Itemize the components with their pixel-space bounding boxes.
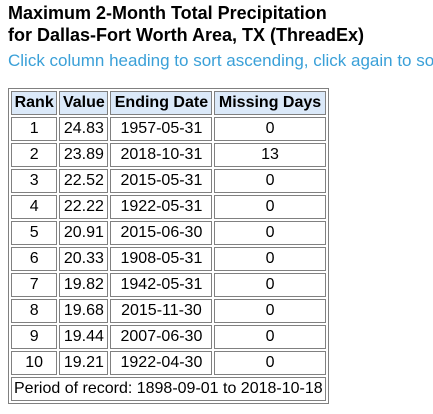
table-header-row: Rank Value Ending Date Missing Days xyxy=(11,91,326,115)
sort-hint: Click column heading to sort ascending, … xyxy=(8,51,433,70)
rank-cell: 2 xyxy=(11,143,58,167)
missing-days-cell: 0 xyxy=(214,221,326,245)
missing-days-cell: 0 xyxy=(214,325,326,349)
rank-cell: 5 xyxy=(11,221,58,245)
rank-cell: 4 xyxy=(11,195,58,219)
column-header-value[interactable]: Value xyxy=(59,91,109,115)
missing-days-cell: 0 xyxy=(214,247,326,271)
missing-days-cell: 0 xyxy=(214,195,326,219)
missing-days-cell: 0 xyxy=(214,351,326,375)
rank-cell: 6 xyxy=(11,247,58,271)
value-cell: 19.44 xyxy=(59,325,109,349)
period-of-record: Period of record: 1898-09-01 to 2018-10-… xyxy=(11,377,326,401)
table-row: 5 20.91 2015-06-30 0 xyxy=(11,221,326,245)
ending-date-cell: 2007-06-30 xyxy=(110,325,213,349)
value-cell: 23.89 xyxy=(59,143,109,167)
table-row: 3 22.52 2015-05-31 0 xyxy=(11,169,326,193)
missing-days-cell: 0 xyxy=(214,273,326,297)
table-row: 2 23.89 2018-10-31 13 xyxy=(11,143,326,167)
rank-cell: 3 xyxy=(11,169,58,193)
ending-date-cell: 2018-10-31 xyxy=(110,143,213,167)
table-row: 1 24.83 1957-05-31 0 xyxy=(11,117,326,141)
rank-cell: 10 xyxy=(11,351,58,375)
missing-days-cell: 13 xyxy=(214,143,326,167)
rank-cell: 9 xyxy=(11,325,58,349)
value-cell: 19.68 xyxy=(59,299,109,323)
ending-date-cell: 2015-05-31 xyxy=(110,169,213,193)
ending-date-cell: 1942-05-31 xyxy=(110,273,213,297)
rank-cell: 7 xyxy=(11,273,58,297)
ending-date-cell: 1922-04-30 xyxy=(110,351,213,375)
table-row: 4 22.22 1922-05-31 0 xyxy=(11,195,326,219)
table-footer-row: Period of record: 1898-09-01 to 2018-10-… xyxy=(11,377,326,401)
value-cell: 22.22 xyxy=(59,195,109,219)
value-cell: 19.21 xyxy=(59,351,109,375)
table-row: 7 19.82 1942-05-31 0 xyxy=(11,273,326,297)
column-header-ending-date[interactable]: Ending Date xyxy=(110,91,213,115)
table-row: 6 20.33 1908-05-31 0 xyxy=(11,247,326,271)
value-cell: 20.33 xyxy=(59,247,109,271)
table-row: 8 19.68 2015-11-30 0 xyxy=(11,299,326,323)
table-body: 1 24.83 1957-05-31 0 2 23.89 2018-10-31 13 3 22.5… xyxy=(11,117,326,375)
column-header-rank[interactable]: Rank xyxy=(11,91,58,115)
ending-date-cell: 2015-06-30 xyxy=(110,221,213,245)
value-cell: 22.52 xyxy=(59,169,109,193)
ending-date-cell: 1957-05-31 xyxy=(110,117,213,141)
table-row: 10 19.21 1922-04-30 0 xyxy=(11,351,326,375)
ending-date-cell: 1922-05-31 xyxy=(110,195,213,219)
title-line-2: for Dallas-Fort Worth Area, TX (ThreadEx… xyxy=(8,25,365,45)
ending-date-cell: 1908-05-31 xyxy=(110,247,213,271)
rank-cell: 1 xyxy=(11,117,58,141)
records-table: Rank Value Ending Date Missing Days 1 24.… xyxy=(8,88,329,404)
rank-cell: 8 xyxy=(11,299,58,323)
ending-date-cell: 2015-11-30 xyxy=(110,299,213,323)
title-line-1: Maximum 2-Month Total Precipitation xyxy=(8,3,327,23)
table-row: 9 19.44 2007-06-30 0 xyxy=(11,325,326,349)
missing-days-cell: 0 xyxy=(214,169,326,193)
value-cell: 19.82 xyxy=(59,273,109,297)
missing-days-cell: 0 xyxy=(214,299,326,323)
missing-days-cell: 0 xyxy=(214,117,326,141)
value-cell: 24.83 xyxy=(59,117,109,141)
page-title: Maximum 2-Month Total Precipitation for … xyxy=(8,2,364,46)
column-header-missing-days[interactable]: Missing Days xyxy=(214,91,326,115)
value-cell: 20.91 xyxy=(59,221,109,245)
